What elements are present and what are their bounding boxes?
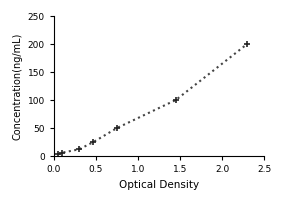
Y-axis label: Concentration(ng/mL): Concentration(ng/mL) [12,32,22,140]
X-axis label: Optical Density: Optical Density [119,180,199,190]
